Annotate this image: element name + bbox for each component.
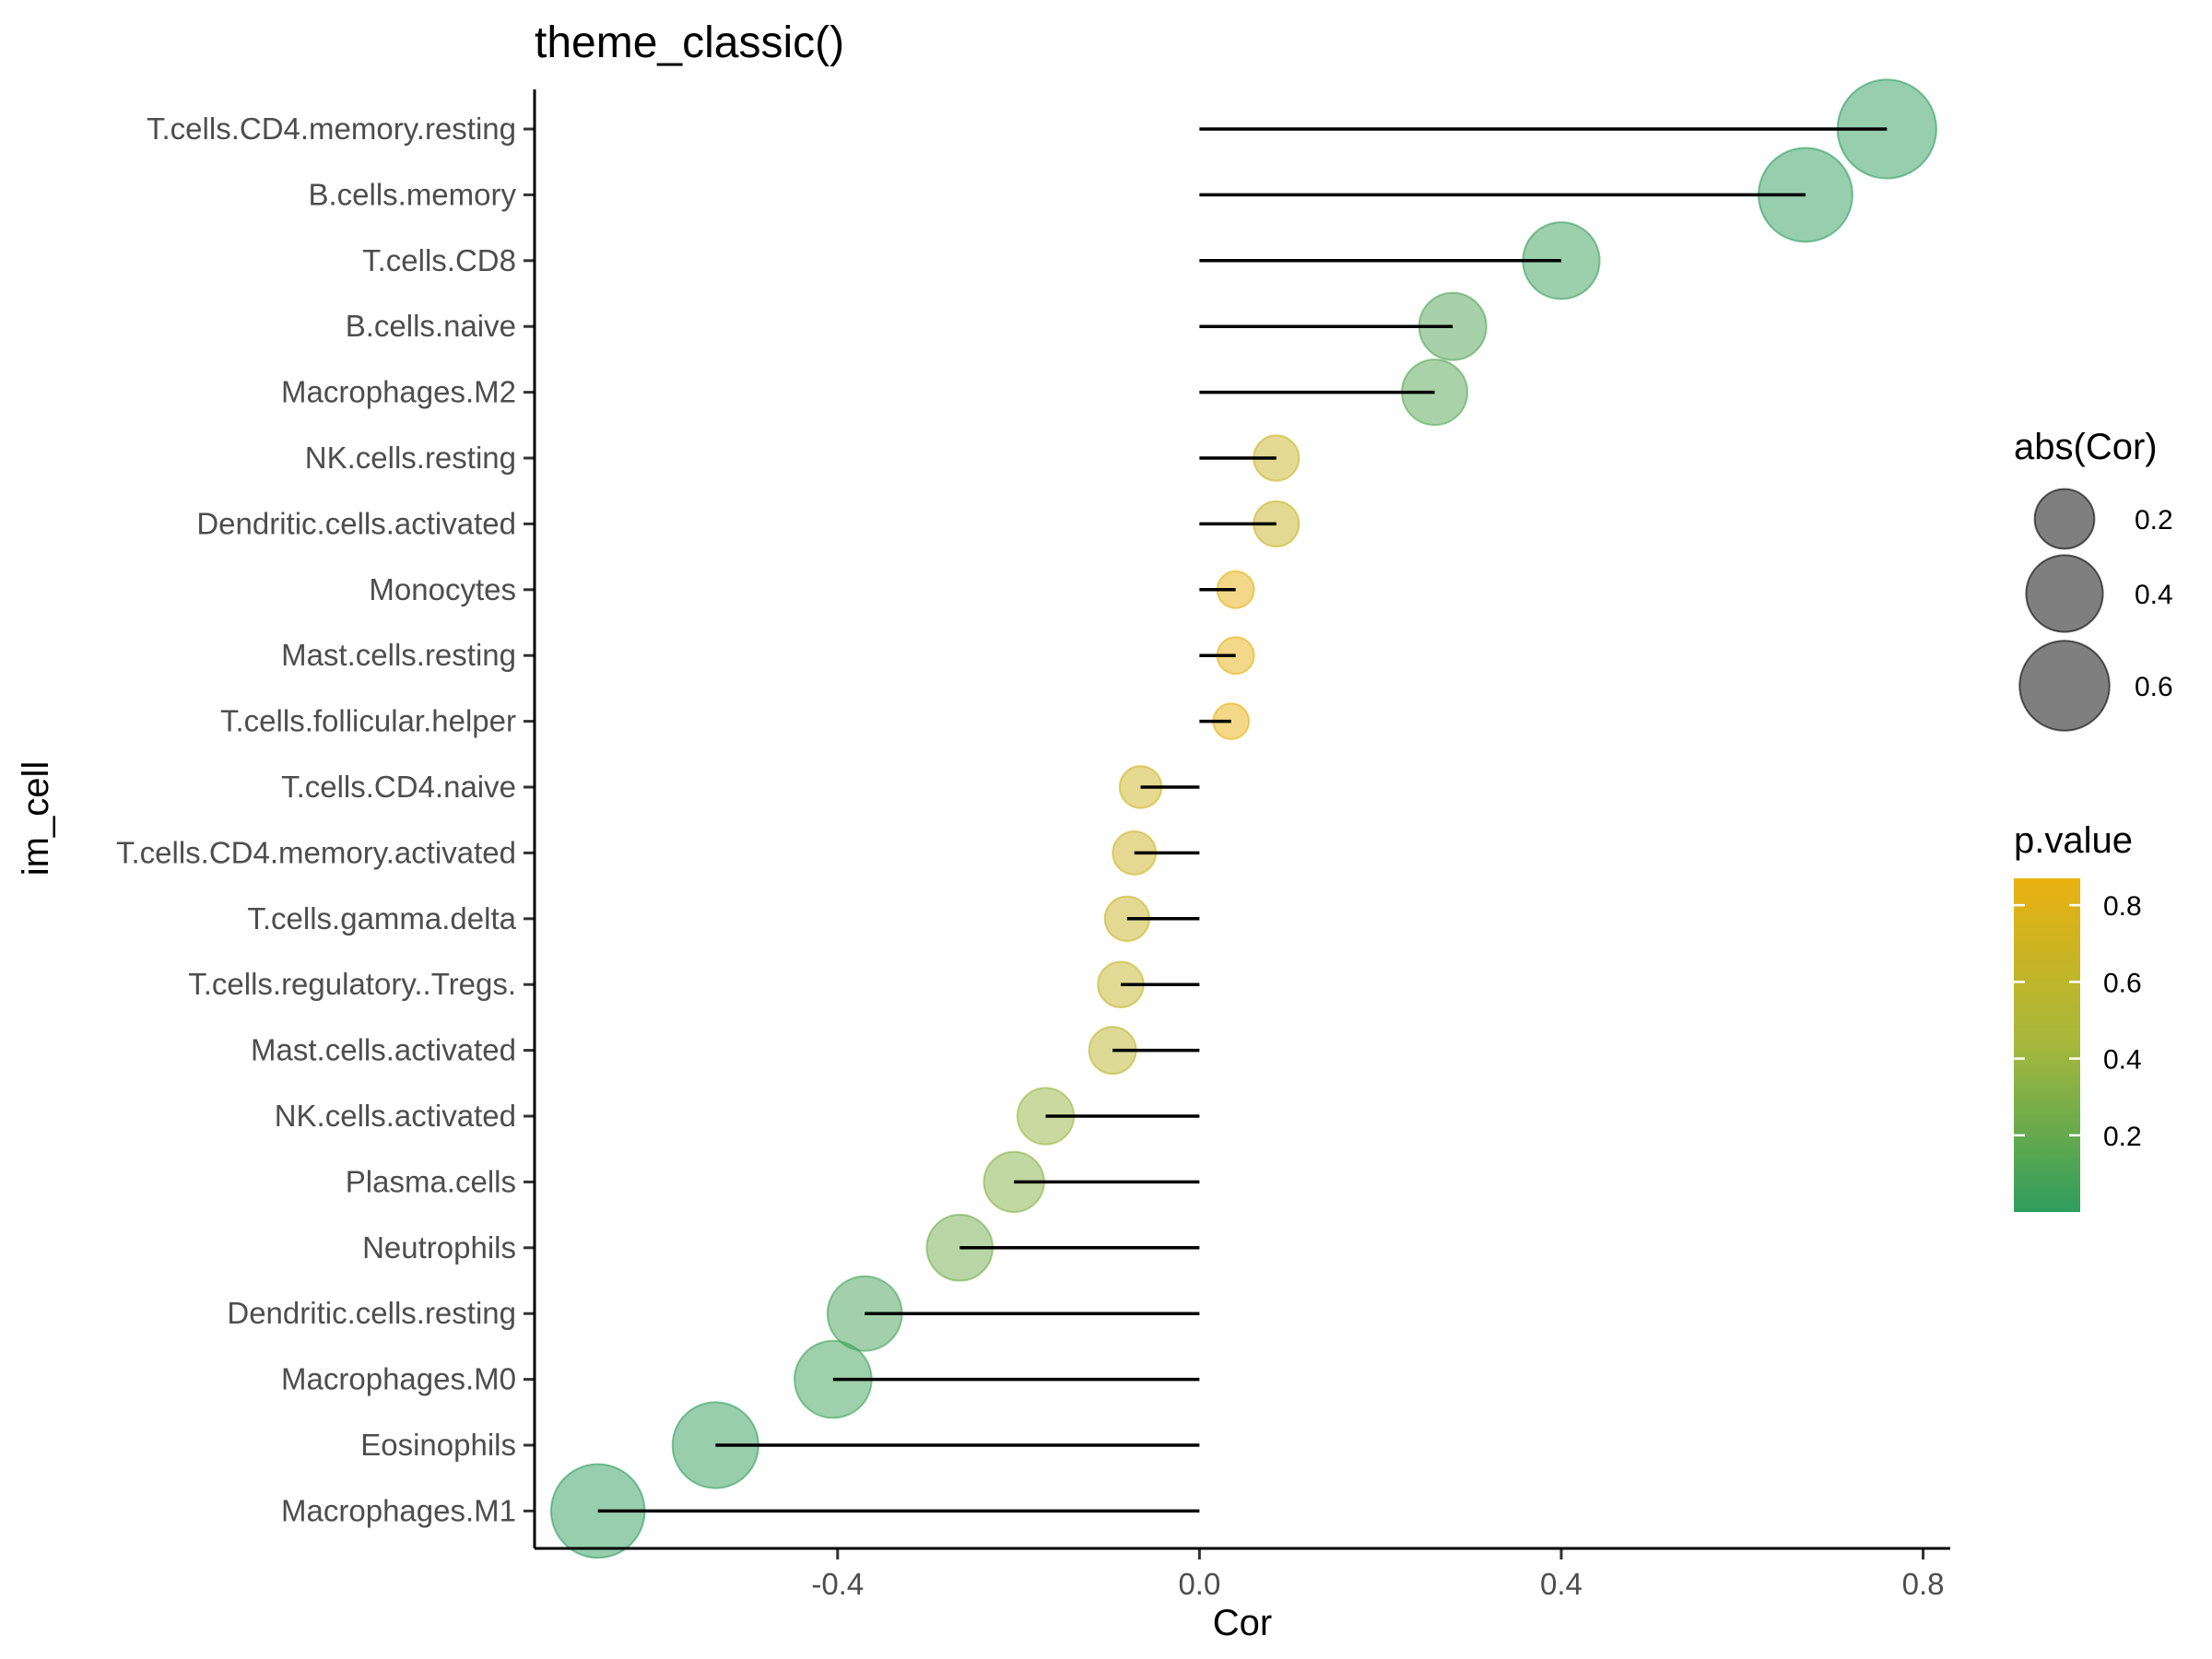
size-legend-label: 0.2 — [2135, 505, 2173, 535]
y-axis-title: im_cell — [16, 761, 56, 876]
x-axis-ticks: -0.4 0.0 0.4 0.8 — [811, 1548, 1944, 1601]
lollipop-stems — [597, 127, 1888, 1513]
x-tick-label: -0.4 — [811, 1567, 864, 1601]
y-tick-label: Plasma.cells — [346, 1164, 516, 1198]
y-tick-label: Dendritic.cells.resting — [227, 1296, 516, 1330]
size-legend: abs(Cor) 0.2 0.4 0.6 — [2014, 427, 2173, 732]
y-tick-label: Macrophages.M0 — [281, 1362, 516, 1396]
size-legend-label: 0.4 — [2135, 580, 2173, 610]
y-tick-label: Eosinophils — [360, 1428, 516, 1462]
x-tick-label: 0.8 — [1902, 1567, 1945, 1601]
color-legend-label: 0.2 — [2103, 1122, 2142, 1152]
y-tick-label: Dendritic.cells.activated — [196, 506, 516, 540]
y-tick-label: B.cells.naive — [346, 309, 516, 343]
y-tick-label: T.cells.gamma.delta — [247, 901, 516, 935]
y-tick-label: T.cells.regulatory..Tregs. — [188, 967, 516, 1001]
color-legend-bar — [2014, 878, 2080, 1212]
y-tick-label: Mast.cells.resting — [281, 638, 516, 672]
y-tick-label: B.cells.memory — [308, 177, 516, 211]
lollipop-points — [549, 78, 1937, 1559]
y-tick-label: NK.cells.resting — [305, 441, 516, 475]
size-legend-key — [2033, 488, 2096, 550]
size-legend-key — [2018, 640, 2111, 732]
size-legend-key — [2025, 554, 2104, 633]
y-tick-label: T.cells.CD8 — [362, 243, 516, 277]
x-tick-label: 0.4 — [1540, 1567, 1583, 1601]
y-tick-label: Mast.cells.activated — [251, 1033, 516, 1067]
size-legend-label: 0.6 — [2135, 672, 2173, 702]
y-tick-label: T.cells.CD4.memory.resting — [147, 112, 516, 146]
y-tick-label: T.cells.CD4.naive — [281, 770, 516, 804]
color-legend-label: 0.8 — [2103, 891, 2142, 922]
y-tick-label: Macrophages.M1 — [281, 1493, 516, 1527]
y-tick-label: NK.cells.activated — [275, 1099, 516, 1133]
y-axis-tick-labels: T.cells.CD4.memory.resting B.cells.memory… — [116, 112, 535, 1527]
y-tick-label: T.cells.CD4.memory.activated — [116, 835, 516, 869]
x-axis-title: Cor — [1213, 1603, 1272, 1643]
y-tick-label: Macrophages.M2 — [281, 375, 516, 409]
y-tick-label: Monocytes — [369, 572, 516, 606]
x-tick-label: 0.0 — [1178, 1567, 1220, 1601]
color-legend-label: 0.6 — [2103, 968, 2142, 998]
y-tick-label: T.cells.follicular.helper — [220, 704, 516, 738]
size-legend-title: abs(Cor) — [2014, 427, 2158, 467]
chart-title: theme_classic() — [535, 18, 844, 67]
y-tick-label: Neutrophils — [362, 1230, 516, 1265]
color-legend-title: p.value — [2014, 820, 2133, 861]
color-legend-label: 0.4 — [2103, 1045, 2142, 1076]
color-legend: p.value 0.2 0.4 0.6 0.8 — [2014, 820, 2142, 1212]
